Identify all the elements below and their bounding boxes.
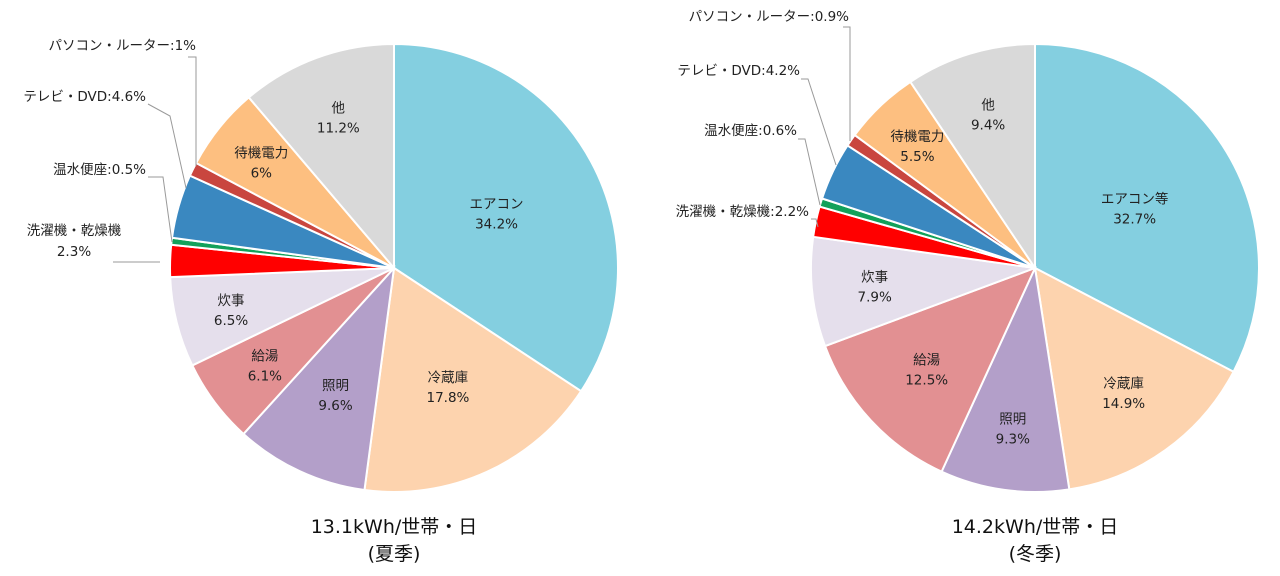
- pie-0-leader-6: [148, 176, 173, 243]
- summer-labels: エアコン 34.2% 冷蔵庫 17.8% 照明 9.6% 給湯 6.1% 炊事 6.5% 洗濯機・乾…: [23, 38, 523, 414]
- pie-1-slice-1: [1033, 266, 1235, 491]
- pie-1-leader-8: [843, 26, 851, 141]
- pie-1-label-6: 温水便座:0.6%: [704, 123, 797, 139]
- pie-0-value-9: 6%: [251, 165, 273, 181]
- pie-1-value-2: 9.3%: [996, 432, 1030, 448]
- pie-0-label-10: 他: [332, 101, 346, 117]
- pie-0-value-10: 11.2%: [317, 121, 360, 137]
- summer-pie-chart: エアコン 34.2% 冷蔵庫 17.8% 照明 9.6% 給湯 6.1% 炊事 6.5% 洗濯機・乾…: [23, 38, 619, 565]
- pie-1-value-9: 5.5%: [900, 149, 934, 165]
- pie-1-label-3: 給湯: [913, 352, 940, 369]
- pie-1-value-3: 12.5%: [905, 373, 948, 389]
- summer-slices: [169, 42, 619, 493]
- pie-1-slice-0: [1034, 42, 1260, 374]
- pie-1-slice-3: [823, 266, 1037, 473]
- pie-0-label-8: パソコン・ルーター:1%: [49, 38, 197, 54]
- summer-leader-lines: [113, 56, 197, 263]
- pie-1-value-1: 14.9%: [1102, 396, 1145, 412]
- pie-1-value-0: 32.7%: [1113, 212, 1156, 228]
- pie-1-label-5: 洗濯機・乾燥機:2.2%: [676, 204, 810, 220]
- summer-caption-total: 13.1kWh/世帯・日: [311, 516, 478, 538]
- pie-0-label-2: 照明: [322, 378, 349, 394]
- pie-0-slice-1: [363, 266, 583, 493]
- pie-0-label-9: 待機電力: [234, 145, 288, 161]
- pie-1-label-7: テレビ・DVD:4.2%: [677, 63, 800, 79]
- winter-slices: [810, 42, 1260, 493]
- pie-1-label-0: エアコン等: [1101, 191, 1169, 208]
- pie-1-leader-5: [811, 218, 819, 228]
- pie-1-slice-4: [810, 235, 1036, 348]
- pie-0-label-3: 給湯: [251, 348, 278, 365]
- pie-1-label-9: 待機電力: [890, 129, 944, 145]
- summer-caption-season: (夏季): [368, 543, 421, 565]
- winter-leader-lines: [798, 26, 851, 228]
- pie-1-leader-6: [798, 138, 821, 206]
- pie-0-value-2: 9.6%: [318, 398, 352, 414]
- winter-caption-total: 14.2kWh/世帯・日: [952, 516, 1119, 538]
- pie-1-label-8: パソコン・ルーター:0.9%: [689, 9, 850, 25]
- pie-1-value-10: 9.4%: [971, 118, 1005, 134]
- pie-0-leader-8: [188, 56, 197, 166]
- pie-1-leader-7: [801, 78, 837, 166]
- pie-1-label-1: 冷蔵庫: [1103, 376, 1144, 392]
- winter-pie-chart: エアコン等 32.7% 冷蔵庫 14.9% 照明 9.3% 給湯 12.5% 炊事 7.9% 洗濯機…: [676, 9, 1260, 565]
- pie-0-label-5: 洗濯機・乾燥機: [27, 223, 122, 239]
- pie-0-label-7: テレビ・DVD:4.6%: [23, 89, 146, 105]
- pie-0-value-1: 17.8%: [426, 390, 469, 406]
- pie-0-value-3: 6.1%: [248, 369, 282, 385]
- pie-1-label-2: 照明: [999, 412, 1026, 428]
- pie-0-slice-2: [242, 264, 396, 492]
- pie-1-slice-2: [940, 264, 1071, 493]
- pie-1-label-10: 他: [981, 98, 995, 114]
- pie-1-label-4: 炊事: [861, 269, 888, 285]
- pie-0-leader-7: [147, 103, 187, 189]
- pie-1-slice-10: [908, 42, 1036, 272]
- pie-0-label-4: 炊事: [218, 293, 245, 309]
- pie-0-value-0: 34.2%: [475, 217, 518, 233]
- pie-0-slice-10: [247, 42, 395, 271]
- pie-0-label-1: 冷蔵庫: [428, 370, 469, 386]
- pie-0-label-6: 温水便座:0.5%: [53, 162, 146, 178]
- winter-caption-season: (冬季): [1009, 543, 1062, 565]
- pie-0-value-4: 6.5%: [214, 313, 248, 329]
- pie-0-label-0: エアコン: [470, 197, 524, 213]
- winter-labels: エアコン等 32.7% 冷蔵庫 14.9% 照明 9.3% 給湯 12.5% 炊事 7.9% 洗濯機…: [676, 9, 1169, 448]
- pie-0-value-5: 2.3%: [57, 244, 91, 260]
- pie-1-value-4: 7.9%: [858, 289, 892, 305]
